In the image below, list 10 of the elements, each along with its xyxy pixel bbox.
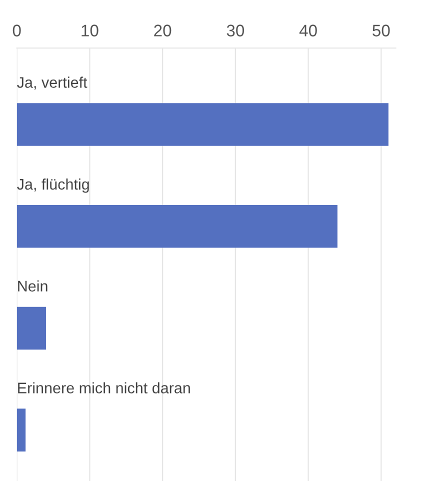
x-tick-label: 50 [372, 24, 390, 36]
y-tick-label: Nein [18, 280, 48, 292]
y-tick-label: Ja, flüchtig [17, 178, 89, 193]
x-tick-label: 30 [226, 24, 244, 36]
y-tick-label: Erinnere mich nicht daran [18, 382, 190, 394]
x-tick-label: 40 [299, 24, 317, 36]
x-tick-label: 0 [12, 24, 21, 36]
x-tick-label: 20 [154, 24, 172, 36]
x-tick-label: 10 [82, 24, 98, 36]
y-tick-label: Ja, vertieft [17, 76, 88, 90]
